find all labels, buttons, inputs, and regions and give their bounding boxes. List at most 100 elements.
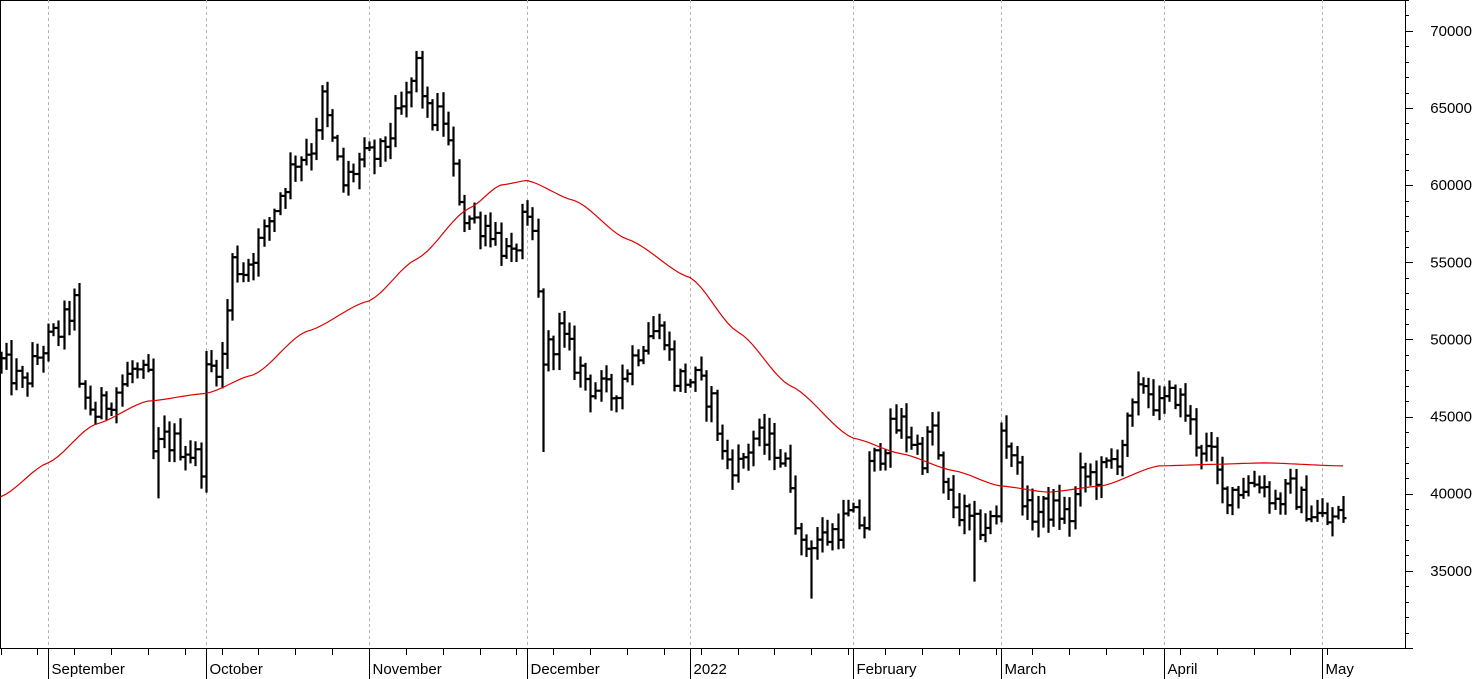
ohlc-bar (903, 403, 910, 453)
y-axis-labels: 35000 40000 45000 50000 55000 60000 65000 70000 (1430, 23, 1472, 580)
ohlc-bar (13, 358, 20, 391)
ohlc-bar (993, 505, 1000, 525)
ohlc-bar (1093, 460, 1100, 500)
ohlc-bar (608, 373, 615, 411)
ohlc-bar (987, 510, 994, 535)
x-tick-label: April (1168, 661, 1198, 678)
ohlc-bar (550, 335, 557, 371)
ohlc-bar (377, 138, 384, 167)
ohlc-bar (735, 444, 742, 483)
ohlc-bar (319, 85, 326, 140)
ohlc-bar (1214, 437, 1221, 485)
ohlc-bar (140, 359, 147, 379)
ohlc-bar (50, 323, 57, 337)
x-tick-label: May (1326, 661, 1355, 678)
ohlc-bar (1308, 505, 1315, 523)
ohlc-bar (529, 207, 536, 241)
ohlc-bar (819, 517, 826, 553)
ohlc-bar (582, 362, 589, 391)
ohlc-bar (535, 218, 542, 298)
ohlc-bar (887, 408, 894, 468)
ohlc-bar (1266, 481, 1273, 514)
ohlc-bar (1303, 475, 1310, 522)
ohlc-bar (55, 320, 62, 347)
ohlc-bar (756, 418, 763, 447)
ohlc-bar (1235, 485, 1242, 509)
ohlc-bar (219, 342, 226, 389)
ohlc-bar (8, 340, 15, 396)
ohlc-bar (456, 159, 463, 206)
ohlc-bar (850, 502, 857, 513)
ohlc-bar (1240, 477, 1247, 499)
ohlc-bar (182, 445, 189, 471)
ohlc-bar (1003, 415, 1010, 459)
ohlc-bar (1150, 379, 1157, 416)
y-axis-ticks (1405, 0, 1413, 649)
ohlc-bar (245, 258, 252, 282)
ohlc-bar (956, 493, 963, 527)
ohlc-bar (98, 387, 105, 420)
ohlc-bar (898, 408, 905, 439)
ohlc-bar (87, 385, 94, 416)
ohlc-bar (356, 152, 363, 190)
vertical-gridlines (48, 0, 1323, 648)
ohlc-bar (545, 330, 552, 372)
moving-average-line (0, 179, 1344, 498)
ohlc-bar (1156, 385, 1163, 421)
ohlc-bar (587, 374, 594, 413)
ohlc-bar (334, 134, 341, 161)
ohlc-bar (92, 401, 99, 425)
ohlc-bar (508, 232, 515, 263)
ohlc-bar (1256, 475, 1263, 494)
moving-average-series (0, 179, 1344, 498)
ohlc-bar (1135, 371, 1142, 416)
ohlc-bar (940, 451, 947, 494)
ohlc-bar (1108, 448, 1115, 469)
ohlc-bar (524, 200, 531, 226)
ohlc-bar (1066, 497, 1073, 537)
ohlc-bar (750, 430, 757, 467)
ohlc-bar (540, 288, 547, 453)
ohlc-bar (287, 152, 294, 200)
ohlc-bar (666, 331, 673, 361)
ohlc-bar (829, 523, 836, 551)
ohlc-bar (229, 253, 236, 321)
ohlc-bar (635, 349, 642, 367)
ohlc-bar (129, 360, 136, 384)
y-tick-label: 60000 (1430, 177, 1472, 194)
ohlc-bar (313, 117, 320, 161)
x-tick-label: February (857, 661, 918, 678)
ohlc-bar (498, 222, 505, 266)
ohlc-bar (82, 380, 89, 410)
ohlc-bar (387, 122, 394, 160)
ohlc-bar (840, 499, 847, 549)
ohlc-bar (808, 540, 815, 599)
ohlc-bar (866, 451, 873, 531)
ohlc-bar (40, 345, 47, 373)
ohlc-bar (1008, 442, 1015, 467)
ohlc-bar (592, 382, 599, 400)
y-tick-label: 45000 (1430, 409, 1472, 426)
ohlc-bar (1198, 444, 1205, 470)
ohlc-bar (113, 387, 120, 424)
ohlc-bar (303, 138, 310, 166)
ohlc-bar (571, 325, 578, 381)
ohlc-bar (171, 423, 178, 463)
ohlc-bar (0, 351, 5, 374)
ohlc-bar (255, 228, 262, 277)
ohlc-bar (487, 212, 494, 248)
ohlc-bar (1014, 446, 1021, 475)
ohlc-bar (692, 366, 699, 392)
ohlc-bar (703, 370, 710, 422)
ohlc-bar (350, 163, 357, 183)
ohlc-bar (787, 444, 794, 493)
ohlc-bar (271, 208, 278, 232)
y-tick-label: 35000 (1430, 563, 1472, 580)
ohlc-bar (324, 81, 331, 128)
ohlc-bar (477, 211, 484, 250)
ohlc-bar (935, 411, 942, 460)
ohlc-bar (1314, 499, 1321, 522)
ohlc-bar (950, 475, 957, 519)
ohlc-bar (803, 534, 810, 558)
